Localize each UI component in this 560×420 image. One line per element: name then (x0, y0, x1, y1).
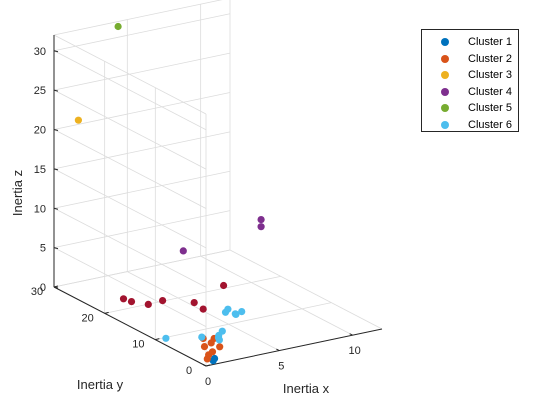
z-tick (53, 207, 59, 210)
grid-line (53, 92, 231, 130)
z-tick (53, 89, 59, 92)
z-tick-label: 20 (34, 125, 46, 137)
legend-label: Cluster 4 (468, 85, 513, 98)
grid-line (53, 249, 231, 288)
box-edge (53, 34, 207, 115)
data-point-series-7 (144, 300, 152, 308)
x-tick (276, 348, 280, 352)
grid-line (53, 89, 207, 170)
data-point-series-6 (231, 310, 239, 318)
data-point-series-7 (119, 295, 128, 303)
z-tick (53, 50, 59, 53)
z-tick (53, 247, 59, 250)
data-point-series-7 (159, 297, 167, 305)
y-tick-label: 10 (132, 339, 144, 351)
x-tick-label: 5 (278, 361, 284, 373)
legend-label: Cluster 2 (468, 52, 513, 65)
z-tick-label: 0 (40, 282, 46, 294)
y-tick (155, 338, 160, 341)
grid-line (53, 52, 231, 91)
grid-line (155, 302, 332, 341)
x-tick (202, 364, 207, 367)
z-tick (53, 168, 59, 171)
grid-lines (53, 0, 383, 367)
legend-marker (441, 87, 449, 96)
x-tick-label: 10 (349, 345, 361, 357)
data-point-series-6 (224, 305, 232, 313)
grid-line (53, 170, 231, 209)
data-point-series-6 (162, 334, 170, 342)
axes (53, 35, 383, 367)
z-axis-label: Inertia z (10, 170, 25, 216)
legend-item: Cluster 3 (422, 67, 518, 83)
legend-marker (441, 104, 449, 112)
y-axis-label: Inertia y (77, 377, 124, 392)
legend-item: Cluster 2 (422, 51, 518, 67)
grid-line (53, 50, 207, 131)
grid-line (53, 247, 207, 327)
grid-line (53, 13, 231, 52)
box-edge (229, 249, 383, 330)
z-tick-label: 15 (34, 164, 46, 176)
z-tick-label: 10 (34, 203, 46, 215)
data-point-series-7 (199, 305, 207, 313)
data-point-series-1 (211, 354, 219, 363)
y-tick-label: 30 (31, 286, 43, 298)
grid-line (200, 255, 353, 336)
legend-label: Cluster 3 (468, 69, 513, 81)
data-point-series-2 (200, 343, 209, 351)
legend-item: Cluster 5 (422, 100, 518, 116)
data-point-series-2 (208, 348, 217, 356)
data-point-series-4 (257, 216, 265, 224)
legend-item: Cluster 6 (422, 117, 518, 133)
grid-line (53, 210, 231, 249)
z-tick-label: 25 (34, 85, 46, 97)
legend-label: Cluster 5 (468, 102, 513, 114)
grid-line (53, 129, 207, 209)
y-axis-line (53, 286, 207, 367)
data-point-series-6 (215, 336, 223, 344)
data-point-series-6 (218, 327, 226, 335)
z-tick-label: 30 (34, 46, 46, 58)
data-point-series-2 (216, 343, 224, 351)
data-point-series-7 (127, 298, 136, 306)
x-tick-label: 0 (205, 376, 211, 388)
data-point-series-6 (238, 308, 246, 316)
y-tick (104, 311, 109, 314)
y-tick-label: 0 (186, 365, 192, 377)
data-point-series-4 (257, 223, 265, 231)
z-tick (53, 286, 59, 289)
grid-line (53, 168, 207, 249)
legend-item: Cluster 4 (422, 84, 518, 100)
z-tick-label: 5 (40, 243, 46, 255)
legend-marker (441, 54, 449, 63)
data-point-series-7 (220, 281, 228, 290)
y-tick (205, 364, 211, 367)
grid-line (104, 275, 281, 314)
data-point-series-6 (198, 333, 206, 341)
data-point-series-4 (179, 247, 187, 255)
legend-marker (441, 120, 449, 129)
data-point-series-3 (74, 116, 82, 124)
box-edge (53, 0, 223, 36)
data-points (74, 22, 265, 365)
legend-label: Cluster 6 (468, 118, 513, 131)
z-tick (53, 129, 59, 131)
x-tick (349, 333, 353, 336)
data-point-series-7 (190, 299, 198, 307)
x-axis-label: Inertia x (283, 381, 330, 396)
legend: Cluster 1 Cluster 2 Cluster 3 Cluster 4 Clus… (421, 29, 519, 132)
legend-label: Cluster 1 (468, 36, 513, 48)
legend-marker (441, 38, 449, 46)
y-tick-label: 20 (82, 312, 94, 324)
grid-line (53, 131, 231, 170)
data-point-series-5 (114, 22, 122, 31)
legend-marker (441, 71, 449, 79)
legend-item: Cluster 1 (422, 34, 518, 50)
grid-line (53, 207, 207, 288)
